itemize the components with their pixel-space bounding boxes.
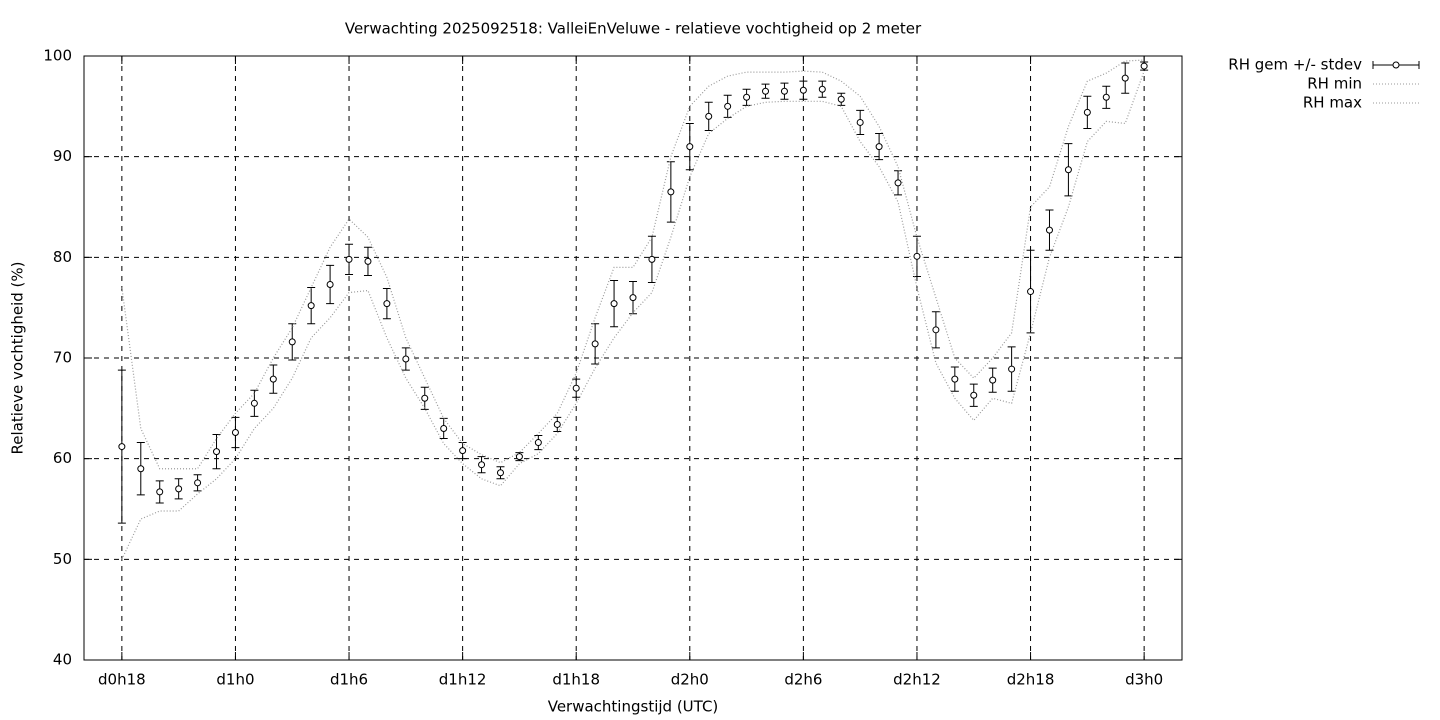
data-point [780,87,788,95]
data-point [345,255,353,263]
data-point [932,326,940,334]
data-point [989,376,997,384]
data-point [1027,288,1035,296]
data-point [743,93,751,101]
data-point [1045,226,1053,234]
data-point [440,424,448,432]
y-tick-label: 80 [53,248,72,266]
data-point [175,485,183,493]
data-point [572,384,580,392]
data-point [402,355,410,363]
x-axis-label: Verwachtingstijd (UTC) [548,698,719,716]
data-point [459,447,467,455]
data-point [762,87,770,95]
data-point [269,375,277,383]
data-point [1008,365,1016,373]
plot-border [83,55,1183,661]
data-point [1083,108,1091,116]
legend-label: RH min [1307,75,1362,93]
x-tick-label: d2h6 [784,671,822,689]
x-tick-label: d1h12 [439,671,487,689]
x-tick-label: d2h0 [671,671,709,689]
data-point [118,443,126,451]
data-point [231,428,239,436]
data-point [1102,93,1110,101]
data-point [496,469,504,477]
data-point [1064,166,1072,174]
x-tick-label: d2h18 [1007,671,1055,689]
data-point [648,255,656,263]
data-point [913,252,921,260]
data-point [194,479,202,487]
data-point [307,302,315,310]
y-tick-label: 90 [53,147,72,165]
x-tick-label: d3h0 [1125,671,1163,689]
x-tick-label: d1h6 [330,671,368,689]
data-point [288,338,296,346]
line [121,59,1145,470]
x-tick-label: d0h18 [98,671,146,689]
data-point [250,399,258,407]
y-tick-label: 70 [53,349,72,367]
y-tick-label: 50 [53,550,72,568]
data-point [383,300,391,308]
data-point [478,461,486,469]
data-point [837,95,845,103]
data-point [686,143,694,151]
line [121,70,1145,560]
data-point [705,112,713,120]
y-tick-label: 100 [43,47,72,65]
data-point [875,143,883,151]
data-point [213,448,221,456]
data-point [137,465,145,473]
data-point [534,439,542,447]
data-point [553,420,561,428]
data-point [326,281,334,289]
data-point [156,488,164,496]
data-point [515,453,523,461]
x-tick-label: d1h0 [216,671,254,689]
data-point [894,179,902,187]
legend-sample [1392,61,1400,69]
y-axis-label: Relatieve vochtigheid (%) [9,261,27,454]
data-point [629,294,637,302]
data-point [951,375,959,383]
data-point [818,85,826,93]
data-point [856,118,864,126]
legend-label: RH gem +/- stdev [1228,56,1362,74]
x-tick-label: d1h18 [552,671,600,689]
y-tick-label: 40 [53,651,72,669]
data-point [364,257,372,265]
data-point [591,340,599,348]
data-point [610,300,618,308]
data-point [724,102,732,110]
data-point [1121,74,1129,82]
y-tick-label: 60 [53,449,72,467]
data-point [421,394,429,402]
legend-label: RH max [1303,94,1362,112]
data-point [667,188,675,196]
data-point [1140,62,1148,70]
chart-title: Verwachting 2025092518: ValleiEnVeluwe -… [345,20,922,38]
data-point [970,391,978,399]
data-point [799,86,807,94]
x-tick-label: d2h12 [893,671,941,689]
